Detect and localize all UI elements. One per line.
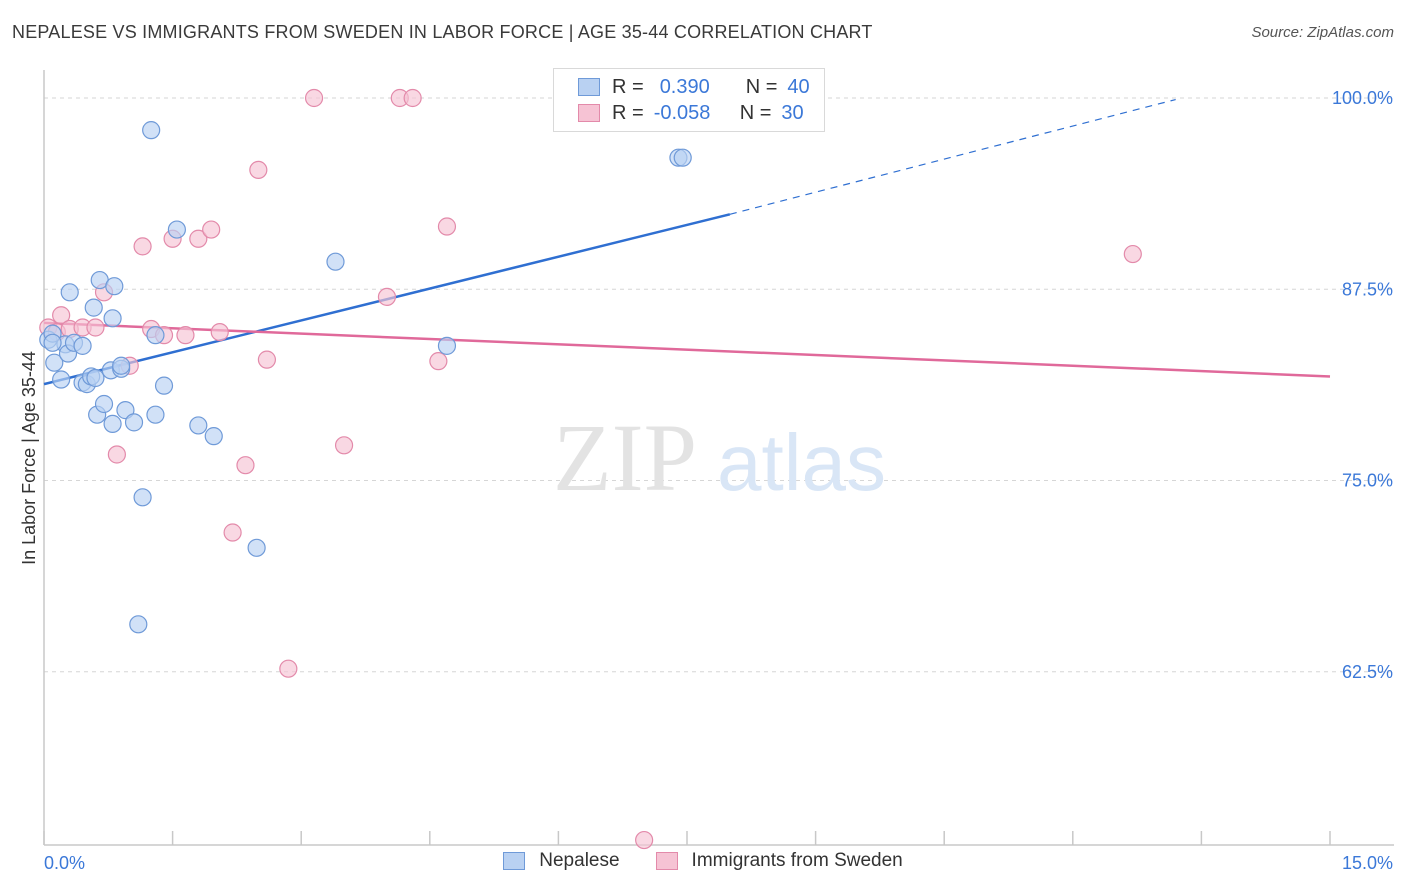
legend-item-sweden[interactable]: Immigrants from Sweden	[655, 850, 903, 872]
sweden-point	[210, 322, 229, 342]
y-tick-label: 100.0%	[1332, 88, 1393, 108]
nepalese-point	[103, 309, 122, 328]
x-tick-label-min: 0.0%	[44, 853, 85, 873]
axis-labels: 62.5% 75.0% 87.5% 100.0% 0.0% 15.0% In Labor F…	[19, 88, 1393, 873]
legend-row-sweden: R = -0.058 N = 30	[578, 100, 804, 126]
nepalese-point	[73, 336, 92, 355]
nepalese-n-value: 40	[787, 75, 810, 98]
nepalese-point	[326, 252, 345, 271]
nepalese-point	[146, 326, 165, 345]
series-legend: Nepalese Immigrants from Sweden	[0, 850, 1406, 872]
sweden-point	[279, 659, 298, 678]
y-tick-label: 75.0%	[1342, 471, 1393, 491]
sweden-point	[437, 217, 457, 236]
nepalese-point	[247, 538, 266, 557]
nepalese-point	[167, 220, 186, 239]
nepalese-point	[189, 416, 208, 435]
sweden-swatch	[578, 104, 600, 122]
sweden-swatch	[655, 852, 678, 870]
nepalese-point	[124, 413, 144, 432]
gridlines	[44, 97, 1394, 673]
legend-row-nepalese: R = 0.390 N = 40	[578, 74, 810, 100]
sweden-point	[86, 318, 105, 337]
y-axis-title: In Labor Force | Age 35-44	[19, 351, 39, 565]
x-tick-label-max: 15.0%	[1342, 853, 1393, 873]
trend-lines	[43, 98, 1331, 386]
sweden-point	[249, 160, 268, 180]
legend-item-nepalese[interactable]: Nepalese	[503, 850, 620, 872]
nepalese-swatch	[503, 852, 526, 870]
axes	[43, 70, 1394, 846]
sweden-point	[189, 229, 208, 248]
sweden-point	[107, 445, 126, 464]
sweden-point	[635, 830, 654, 850]
sweden-point	[223, 523, 242, 542]
legend-label-sweden: Immigrants from Sweden	[691, 850, 903, 871]
nepalese-trend-extension	[729, 98, 1176, 215]
sweden-point	[257, 350, 277, 369]
sweden-point	[52, 306, 71, 325]
nepalese-point	[86, 368, 105, 388]
sweden-n-value: 30	[781, 101, 804, 124]
chart-title: NEPALESE VS IMMIGRANTS FROM SWEDEN IN LA…	[12, 22, 873, 42]
legend-label-nepalese: Nepalese	[539, 850, 620, 871]
r-label: R =	[612, 75, 644, 98]
nepalese-point	[142, 121, 161, 140]
sweden-point	[176, 326, 195, 345]
nepalese-swatch	[578, 78, 600, 96]
data-points	[39, 88, 1142, 850]
sweden-point	[133, 237, 152, 256]
r-label: R =	[612, 101, 644, 124]
nepalese-point	[52, 370, 71, 389]
nepalese-point	[105, 277, 124, 296]
sweden-trend-line	[43, 321, 1331, 378]
nepalese-point	[437, 336, 457, 355]
sweden-r-value: -0.058	[653, 101, 711, 124]
watermark: ZIP atlas	[553, 404, 886, 511]
sweden-point	[334, 436, 354, 455]
sweden-point	[377, 287, 397, 306]
nepalese-point	[60, 283, 79, 302]
watermark-zip: ZIP	[553, 404, 697, 511]
n-label: N =	[739, 101, 772, 124]
stats-legend: R = 0.390 N = 40 R = -0.058 N = 30	[553, 68, 825, 132]
sweden-point	[304, 88, 324, 108]
nepalese-point	[45, 353, 64, 372]
nepalese-point	[112, 356, 131, 375]
nepalese-point	[673, 148, 692, 167]
sweden-point	[202, 220, 221, 239]
nepalese-r-value: 0.390	[659, 75, 710, 98]
nepalese-point	[133, 488, 152, 507]
nepalese-point	[146, 405, 165, 424]
source-credit: Source: ZipAtlas.com	[1251, 24, 1394, 41]
sweden-point	[236, 456, 255, 475]
nepalese-point	[103, 414, 122, 433]
nepalese-point	[154, 376, 174, 395]
sweden-point	[1123, 244, 1142, 264]
watermark-atlas: atlas	[717, 418, 886, 507]
n-label: N =	[745, 75, 778, 98]
nepalese-point	[43, 333, 62, 352]
nepalese-point	[94, 394, 114, 414]
y-tick-label: 87.5%	[1342, 279, 1393, 299]
nepalese-point	[84, 298, 103, 317]
y-tick-label: 62.5%	[1342, 662, 1393, 682]
sweden-point	[429, 352, 448, 371]
nepalese-point	[204, 427, 223, 446]
nepalese-point	[129, 615, 148, 634]
sweden-point	[403, 88, 422, 108]
